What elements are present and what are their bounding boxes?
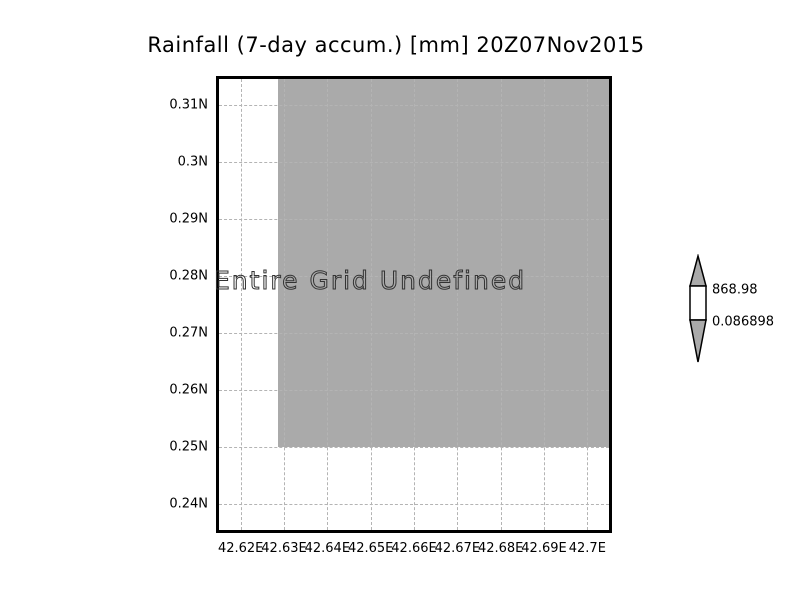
grid-line-horizontal	[219, 161, 609, 163]
y-axis-tick-label: 0.3N	[177, 154, 208, 170]
colorbar-shape	[689, 254, 707, 363]
grid-line-horizontal	[219, 504, 609, 506]
x-axis-tick-label: 42.67E	[434, 541, 481, 556]
grid-line-horizontal	[219, 218, 609, 220]
grid-line-horizontal	[219, 275, 609, 277]
x-axis-labels: 42.62E 42.63E 42.64E 42.65E 42.66E 42.67E 42.6…	[196, 541, 636, 561]
grid-line-vertical	[327, 79, 329, 530]
y-axis-tick-label: 0.31N	[169, 97, 208, 113]
x-axis-tick-label: 42.65E	[347, 541, 394, 556]
y-axis-tick-label: 0.24N	[169, 496, 208, 512]
x-axis-tick-label: 42.69E	[521, 541, 567, 556]
grid-line-horizontal	[219, 333, 609, 335]
x-axis-tick-label: 42.68E	[477, 541, 524, 556]
grid-line-horizontal	[219, 447, 609, 449]
grid-line-vertical	[370, 79, 372, 530]
colorbar-min-label: 0.086898	[712, 314, 775, 330]
grid-line-vertical	[457, 79, 459, 530]
page-title: Rainfall (7-day accum.) [mm] 20Z07Nov201…	[147, 33, 645, 57]
grid-line-vertical	[240, 79, 242, 530]
grid-line-horizontal	[219, 104, 609, 106]
grid-line-vertical	[587, 79, 589, 530]
x-axis-tick-label: 42.63E	[261, 541, 307, 556]
grid-line-vertical	[414, 79, 415, 530]
plot-canvas	[219, 79, 609, 530]
y-axis-labels: 0.31N 0.3N 0.29N 0.28N 0.27N 0.26N 0.25N 0.24N	[148, 76, 208, 533]
colorbar-bottom-arrow	[689, 319, 707, 363]
y-axis-tick-label: 0.28N	[169, 268, 208, 284]
x-axis-tick-label: 42.66E	[391, 541, 437, 556]
grid-line-vertical	[284, 79, 285, 530]
plot-frame	[216, 76, 612, 533]
y-axis-tick-label: 0.29N	[169, 211, 208, 227]
colorbar-center-box	[689, 285, 707, 321]
undefined-grid-annotation: Entire Grid Undefined	[213, 266, 527, 296]
undefined-data-region	[277, 79, 609, 448]
x-axis-tick-label: 42.62E	[217, 541, 264, 556]
y-axis-tick-label: 0.26N	[169, 382, 208, 398]
colorbar-max-label: 868.98	[712, 282, 758, 298]
colorbar-top-arrow	[689, 254, 707, 287]
x-axis-tick-label: 42.7E	[568, 541, 606, 556]
colorbar-legend: 868.98 0.086898	[688, 254, 774, 364]
grid-line-horizontal	[219, 390, 609, 392]
grid-line-vertical	[500, 79, 502, 530]
x-axis-tick-label: 42.64E	[304, 541, 351, 556]
y-axis-tick-label: 0.27N	[169, 325, 208, 341]
grid-line-vertical	[544, 79, 545, 530]
y-axis-tick-label: 0.25N	[169, 439, 208, 455]
